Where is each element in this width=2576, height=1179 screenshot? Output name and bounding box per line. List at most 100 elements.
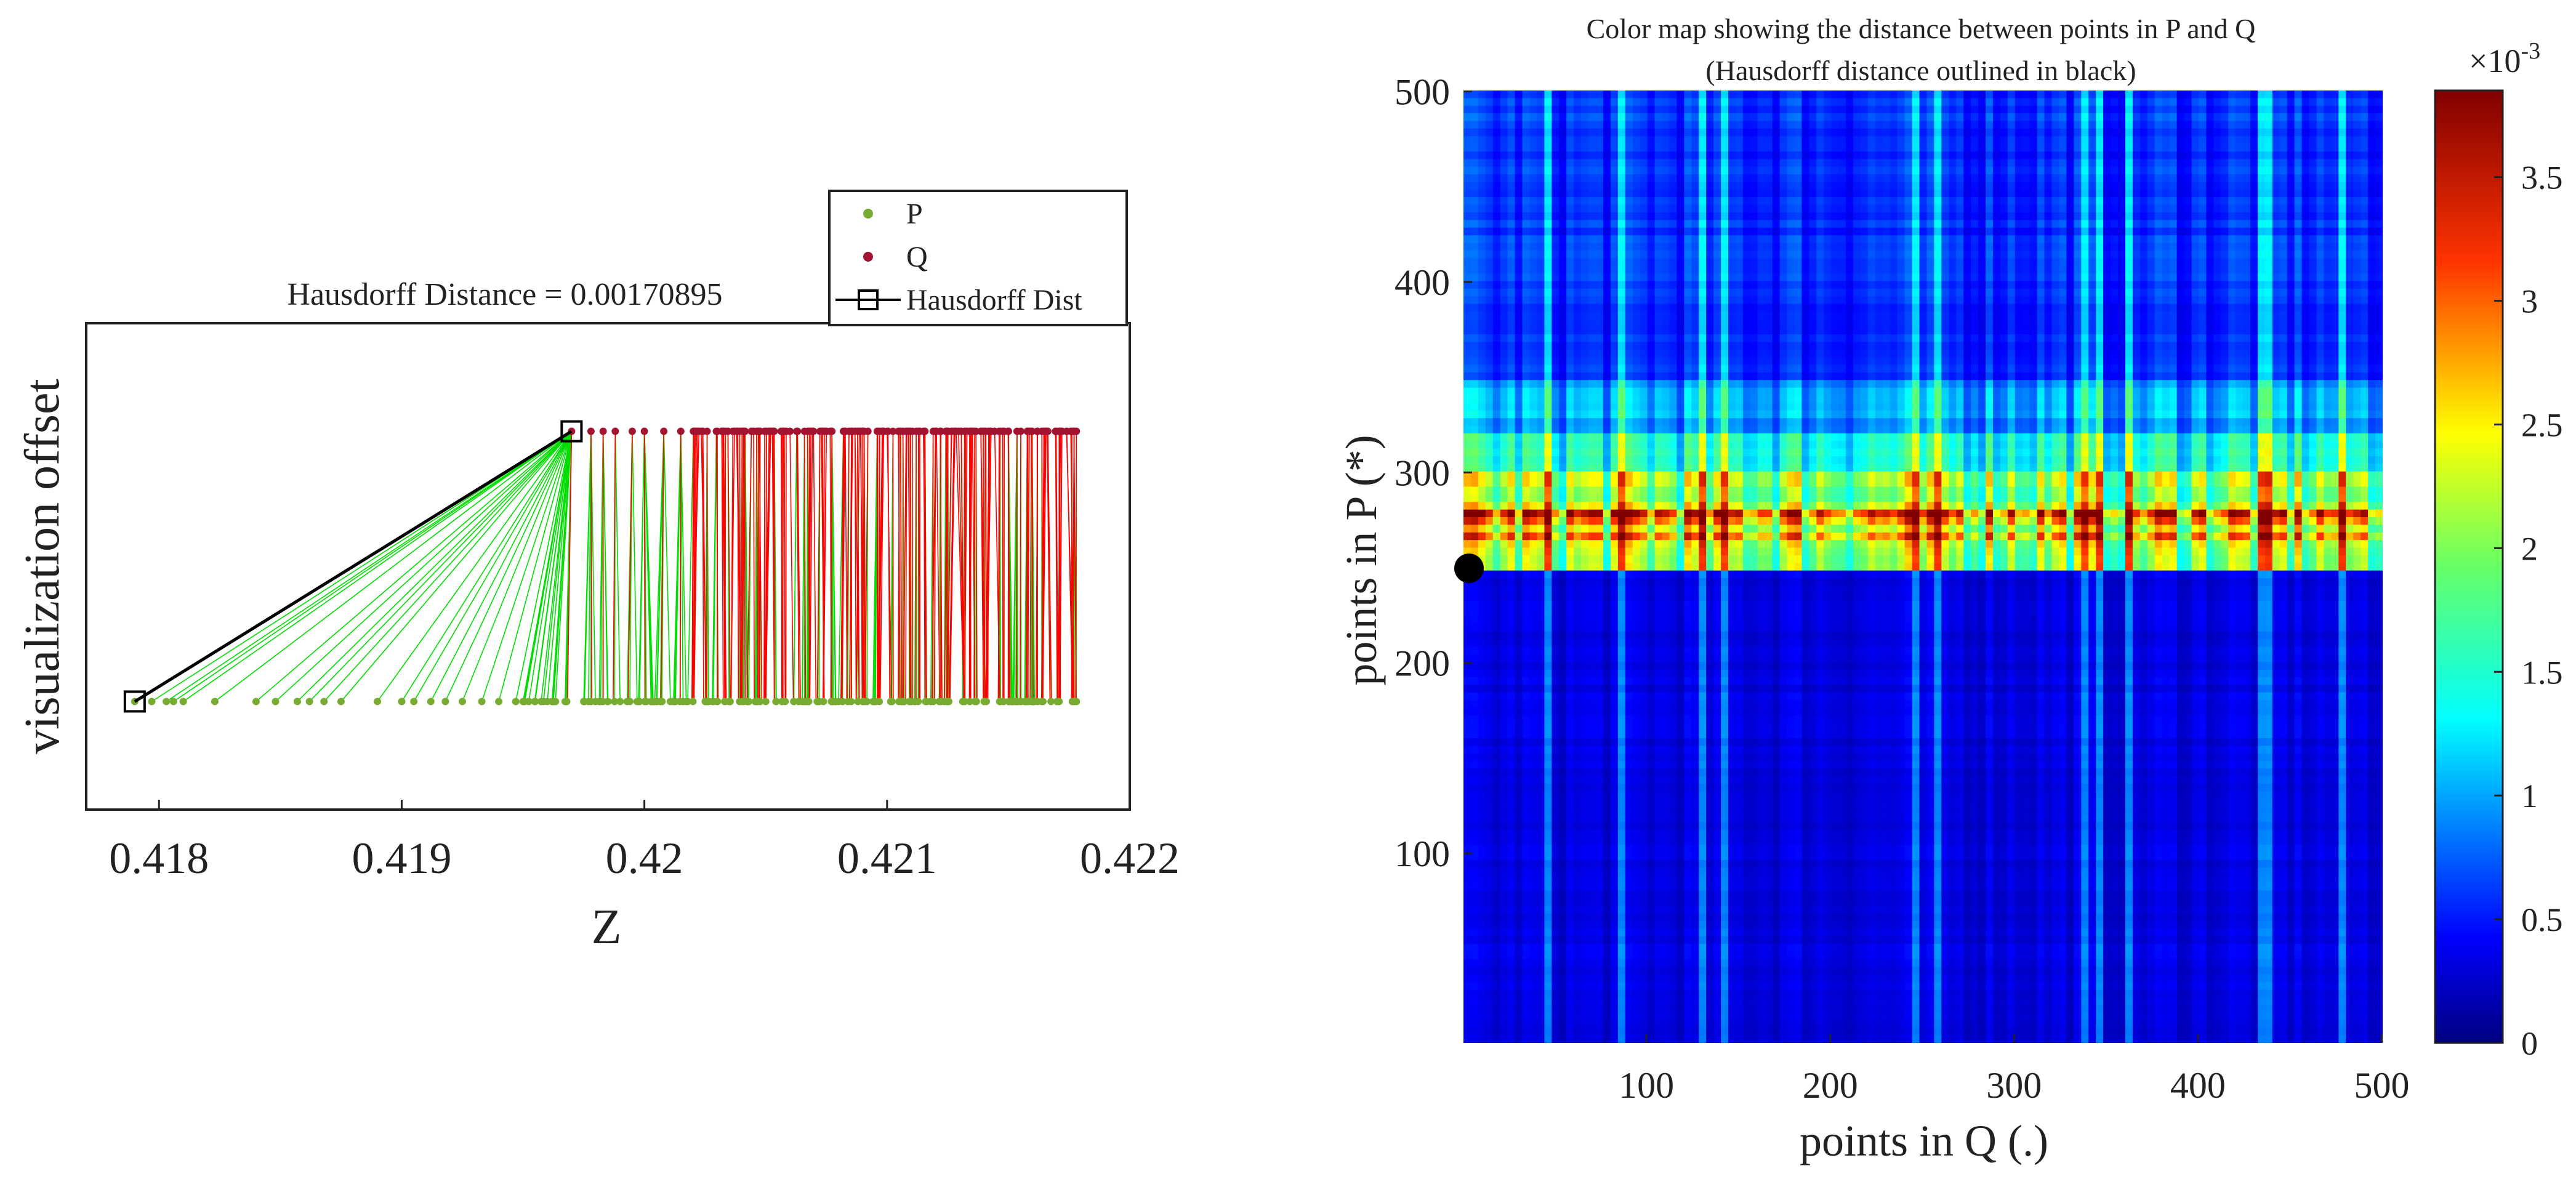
heatmap-cell: [1581, 319, 1589, 328]
heatmap-cell: [2316, 204, 2325, 213]
heatmap-cell: [1478, 143, 1486, 152]
heatmap-cell: [2243, 258, 2251, 267]
heatmap-cell: [2331, 128, 2339, 137]
heatmap-cell: [1926, 143, 1935, 152]
heatmap-cell: [2250, 136, 2258, 145]
heatmap-cell: [2316, 98, 2325, 107]
heatmap-cell: [2154, 189, 2163, 198]
heatmap-cell: [2294, 304, 2303, 312]
heatmap-cell: [1971, 204, 1979, 213]
heatmap-cell: [1809, 326, 1817, 335]
heatmap-cell: [1860, 334, 1869, 343]
heatmap-cell: [1801, 197, 1809, 206]
heatmap-cell: [1949, 334, 1957, 343]
heatmap-cell: [2316, 143, 2325, 152]
heatmap-cell: [2184, 311, 2192, 320]
heatmap-cell: [1500, 319, 1508, 328]
heatmap-cell: [1566, 334, 1574, 343]
heatmap-cell: [1787, 212, 1795, 220]
heatmap-cell: [2029, 136, 2038, 145]
heatmap-cell: [2169, 334, 2178, 343]
q-to-p-line: [1016, 431, 1018, 702]
heatmap-cell: [2206, 136, 2214, 145]
heatmap-cell: [1492, 250, 1501, 259]
heatmap-cell: [1529, 128, 1538, 137]
heatmap-cell: [1595, 128, 1604, 137]
heatmap-cell: [1963, 151, 1971, 159]
heatmap-cell: [2331, 197, 2339, 206]
heatmap-cell: [1537, 128, 1545, 137]
heatmap-cell: [1669, 258, 1677, 267]
heatmap-cell: [1971, 220, 1979, 228]
heatmap-cell: [2059, 281, 2067, 289]
q-to-p-line: [973, 431, 975, 702]
heatmap-cell: [1919, 296, 1928, 305]
heatmap-cell: [1544, 113, 1552, 122]
heatmap-cell: [1750, 113, 1758, 122]
heatmap-cell: [1617, 288, 1626, 297]
heatmap-cell: [2132, 136, 2141, 145]
heatmap-cell: [1691, 212, 1699, 220]
heatmap-cell: [2353, 189, 2361, 198]
heatmap-cell: [2331, 326, 2339, 335]
heatmap-cell: [1992, 326, 2001, 335]
heatmap-cell: [2096, 326, 2104, 335]
heatmap-cell: [2000, 281, 2008, 289]
heatmap-cell: [1515, 235, 1523, 244]
heatmap-cell: [1595, 220, 1604, 228]
heatmap-cell: [1809, 159, 1817, 167]
heatmap-cell: [2309, 98, 2317, 107]
heatmap-cell: [1860, 166, 1869, 175]
heatmap-cell: [2154, 281, 2163, 289]
heatmap-cell: [1515, 105, 1523, 114]
heatmap-cell: [2221, 288, 2229, 297]
heatmap-cell: [1691, 182, 1699, 190]
heatmap-cell: [2236, 212, 2244, 220]
heatmap-cell: [1500, 326, 1508, 335]
heatmap-cell: [1986, 235, 1994, 244]
heatmap-cell: [1706, 197, 1714, 206]
heatmap-cell: [1779, 311, 1788, 320]
heatmap-cell: [2015, 243, 2023, 251]
heatmap-cell: [2074, 334, 2082, 343]
heatmap-cell: [1706, 304, 1714, 312]
heatmap-cell: [1470, 182, 1479, 190]
heatmap-cell: [1647, 243, 1656, 251]
heatmap-cell: [2353, 113, 2361, 122]
heatmap-cell: [2051, 304, 2060, 312]
heatmap-cell: [2103, 113, 2111, 122]
heatmap-cell: [2287, 174, 2295, 183]
heatmap-cell: [2294, 204, 2303, 213]
heatmap-cell: [1809, 243, 1817, 251]
heatmap-cell: [1662, 136, 1670, 145]
heatmap-cell: [1669, 311, 1677, 320]
heatmap-cell: [2301, 121, 2310, 129]
heatmap-cell: [1742, 304, 1751, 312]
heatmap-cell: [2074, 212, 2082, 220]
heatmap-cell: [1816, 105, 1824, 114]
heatmap-cell: [2316, 243, 2325, 251]
heatmap-cell: [1882, 212, 1891, 220]
heatmap-cell: [1588, 235, 1596, 244]
heatmap-cell: [2264, 174, 2273, 183]
heatmap-cell: [1676, 159, 1684, 167]
heatmap-cell: [2316, 189, 2325, 198]
heatmap-cell: [1662, 113, 1670, 122]
heatmap-cell: [1581, 235, 1589, 244]
heatmap-cell: [2361, 204, 2369, 213]
heatmap-cell: [2346, 220, 2354, 228]
heatmap-cell: [2264, 98, 2273, 107]
heatmap-cell: [1617, 105, 1626, 114]
heatmap-cell: [1801, 98, 1809, 107]
heatmap-cell: [1595, 151, 1604, 159]
heatmap-cell: [1816, 326, 1824, 335]
heatmap-cell: [2125, 243, 2133, 251]
heatmap-cell: [2250, 174, 2258, 183]
heatmap-cell: [1699, 166, 1707, 175]
heatmap-cell: [2272, 151, 2280, 159]
heatmap-cell: [2361, 250, 2369, 259]
heatmap-cell: [1603, 250, 1611, 259]
heatmap-cell: [1867, 182, 1876, 190]
heatmap-cell: [1603, 91, 1611, 99]
heatmap-cell: [2103, 212, 2111, 220]
